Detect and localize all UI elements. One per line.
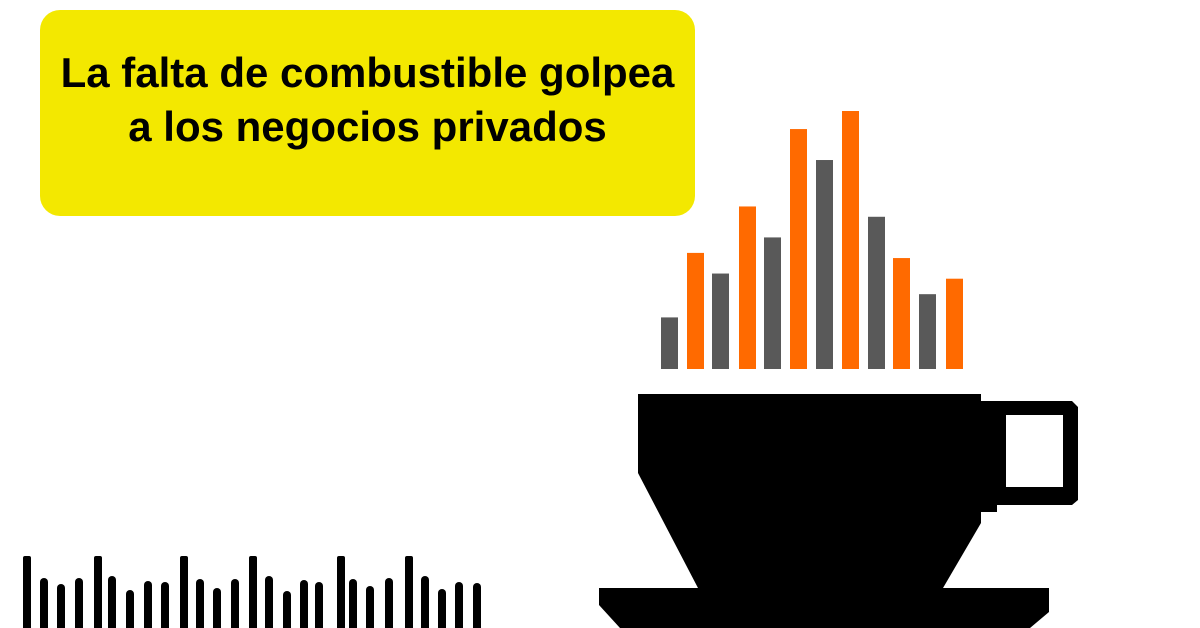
waveform-bar	[108, 576, 116, 628]
waveform-bar	[300, 580, 308, 628]
steam-bar	[712, 273, 729, 369]
waveform-bar	[75, 578, 83, 628]
waveform-bar	[473, 583, 481, 628]
steam-bar	[790, 129, 807, 369]
waveform-bar	[366, 586, 374, 628]
steam-bar	[842, 111, 859, 369]
cup-body	[638, 394, 1078, 588]
headline-banner: La falta de combustible golpea a los neg…	[40, 10, 695, 216]
waveform-bar	[231, 579, 239, 628]
saucer	[599, 588, 1049, 628]
steam-bar	[687, 252, 704, 369]
steam-bar	[946, 278, 963, 369]
waveform-bar	[249, 556, 257, 628]
waveform-bar	[213, 588, 221, 628]
waveform-bar	[337, 556, 345, 628]
waveform-bar	[180, 556, 188, 628]
steam-bar	[893, 258, 910, 369]
steam-bar	[661, 317, 678, 369]
steam-bar	[739, 206, 756, 369]
waveform-bar	[94, 556, 102, 628]
waveform-bar	[161, 582, 169, 628]
waveform-bar	[455, 582, 463, 628]
waveform-bar	[23, 556, 31, 628]
coffee-cup-icon	[599, 394, 1078, 628]
waveform-bar	[438, 589, 446, 628]
waveform-bar	[349, 579, 357, 628]
waveform-bar	[57, 584, 65, 628]
steam-bar	[764, 237, 781, 369]
steam-bar	[868, 216, 885, 369]
waveform-bar	[315, 582, 323, 628]
audio-waveform-icon	[23, 556, 481, 628]
waveform-bar	[405, 556, 413, 628]
headline: La falta de combustible golpea a los neg…	[60, 49, 675, 150]
waveform-bar	[385, 578, 393, 628]
steam-bar	[816, 160, 833, 369]
waveform-bar	[144, 581, 152, 628]
waveform-bar	[196, 579, 204, 628]
waveform-bar	[126, 590, 134, 628]
steam-bar	[919, 294, 936, 369]
waveform-bar	[265, 576, 273, 628]
steam-bars-icon	[661, 111, 963, 369]
waveform-bar	[421, 576, 429, 628]
waveform-bar	[40, 578, 48, 628]
waveform-bar	[283, 591, 291, 628]
